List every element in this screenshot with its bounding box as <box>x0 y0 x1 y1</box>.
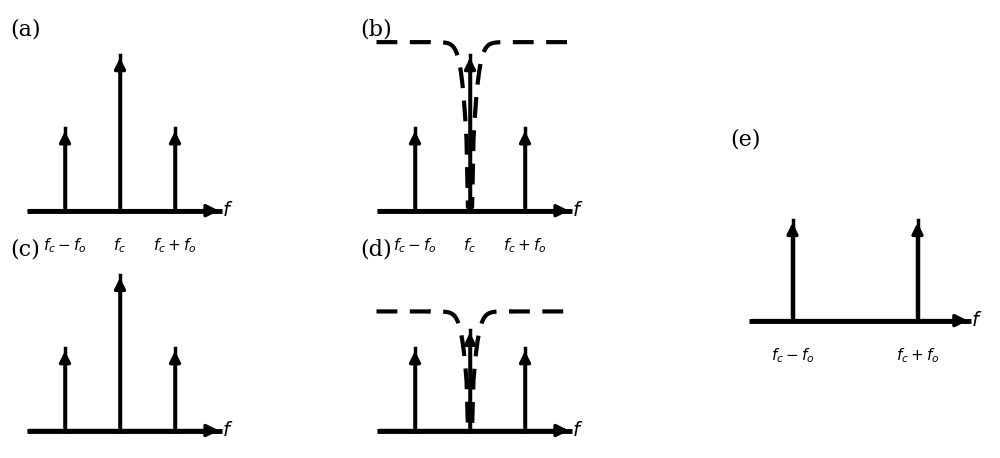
Text: $f_c+f_o$: $f_c+f_o$ <box>503 456 547 458</box>
Text: $f_c$: $f_c$ <box>113 236 127 255</box>
Text: $f_c-f_o$: $f_c-f_o$ <box>43 456 87 458</box>
Text: $f_c$: $f_c$ <box>463 236 477 255</box>
Text: $f_c+f_o$: $f_c+f_o$ <box>896 346 939 365</box>
Text: (b): (b) <box>360 18 392 40</box>
Text: $f$: $f$ <box>971 311 983 330</box>
Text: $f_c-f_o$: $f_c-f_o$ <box>43 236 87 255</box>
Text: (e): (e) <box>730 128 761 150</box>
Text: (c): (c) <box>10 238 40 260</box>
Text: $f_c-f_o$: $f_c-f_o$ <box>393 456 437 458</box>
Text: $f$: $f$ <box>572 421 583 440</box>
Text: $f_c-f_o$: $f_c-f_o$ <box>393 236 437 255</box>
Text: $f_c$: $f_c$ <box>463 456 477 458</box>
Text: $f_c+f_o$: $f_c+f_o$ <box>503 236 547 255</box>
Text: (d): (d) <box>360 238 392 260</box>
Text: $f$: $f$ <box>222 201 233 220</box>
Text: $f$: $f$ <box>222 421 233 440</box>
Text: $f_c-f_o$: $f_c-f_o$ <box>771 346 814 365</box>
Text: $f_c+f_o$: $f_c+f_o$ <box>153 236 197 255</box>
Text: $f$: $f$ <box>572 201 583 220</box>
Text: $f_c$: $f_c$ <box>113 456 127 458</box>
Text: (a): (a) <box>10 18 41 40</box>
Text: $f_c+f_o$: $f_c+f_o$ <box>153 456 197 458</box>
